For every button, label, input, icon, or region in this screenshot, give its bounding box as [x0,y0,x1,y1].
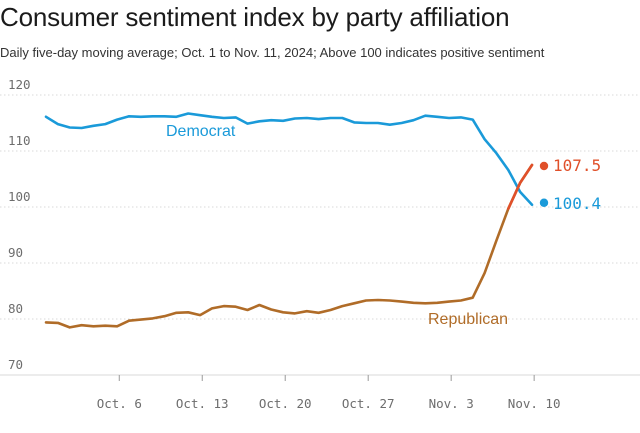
republican-end-point [539,161,549,171]
y-tick-label: 70 [8,357,23,372]
x-tick-label: Oct. 20 [259,396,312,411]
series-line-republican [44,163,534,329]
x-tick-label: Oct. 27 [342,396,395,411]
chart-title: Consumer sentiment index by party affili… [0,2,510,32]
series-line-democrat [44,112,534,207]
x-tick-label: Oct. 6 [97,396,142,411]
republican-series-label: Republican [428,311,508,328]
republican-line-end-segment [506,163,534,210]
republican-end-label: 107.5 [553,156,601,175]
y-tick-label: 100 [8,189,31,204]
y-tick-label: 80 [8,301,23,316]
y-tick-label: 90 [8,245,23,260]
x-tick-label: Nov. 10 [508,396,561,411]
democrat-end-label: 100.4 [553,194,601,213]
y-tick-label: 110 [8,133,31,148]
x-tick-label: Nov. 3 [429,396,474,411]
y-tick-label: 120 [8,77,31,92]
chart-subtitle: Daily five-day moving average; Oct. 1 to… [0,45,545,60]
x-tick-label: Oct. 13 [176,396,229,411]
democrat-series-label: Democrat [166,123,236,140]
democrat-end-point [539,198,549,207]
